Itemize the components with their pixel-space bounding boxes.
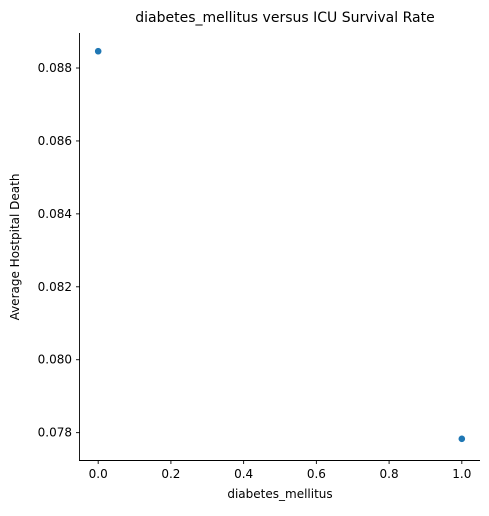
y-tick-label: 0.086	[38, 134, 72, 148]
y-axis-label: Average Hostpital Death	[8, 174, 22, 321]
x-axis-ticks: 0.0 0.2 0.4 0.6 0.8 1.0	[89, 460, 471, 481]
x-tick-label: 0.6	[307, 467, 326, 481]
scatter-point	[457, 434, 466, 443]
x-tick-label: 0.4	[234, 467, 253, 481]
x-tick-label: 0.8	[380, 467, 399, 481]
y-tick-label: 0.080	[38, 353, 72, 367]
scatter-point	[94, 47, 103, 56]
x-tick-label: 0.0	[89, 467, 108, 481]
x-axis-label: diabetes_mellitus	[227, 487, 332, 501]
y-tick-label: 0.088	[38, 61, 72, 75]
x-tick-label: 1.0	[452, 467, 471, 481]
chart-title: diabetes_mellitus versus ICU Survival Ra…	[135, 10, 434, 26]
data-points	[94, 47, 466, 443]
y-tick-label: 0.082	[38, 280, 72, 294]
x-tick-label: 0.2	[161, 467, 180, 481]
y-tick-label: 0.078	[38, 426, 72, 440]
y-tick-label: 0.084	[38, 207, 72, 221]
y-axis-ticks: 0.078 0.080 0.082 0.084 0.086 0.088	[38, 61, 80, 440]
